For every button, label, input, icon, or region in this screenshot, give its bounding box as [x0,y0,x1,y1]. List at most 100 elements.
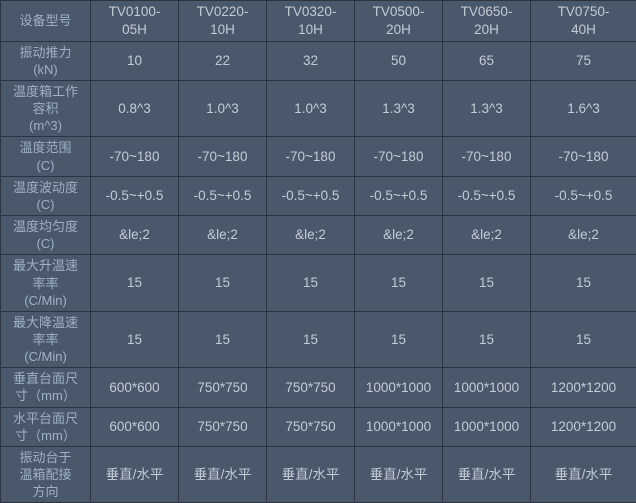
data-cell: -0.5~+0.5 [179,176,267,215]
row-label-line: 率率 [4,331,87,348]
data-cell-line: 垂直/水平 [182,466,263,484]
data-cell-line: 15 [358,274,439,292]
data-cell: -70~180 [267,137,355,176]
data-cell-line: 1.0^3 [270,100,351,118]
row-label-cell: 最大降温速率率(C/Min) [1,311,91,367]
row-label-cell: 温度波动度(C) [1,176,91,215]
data-cell-line: -70~180 [182,148,263,166]
data-cell-line: 10H [182,21,263,39]
data-cell-line: 22 [182,52,263,70]
row-label-cell: 振动推力(kN) [1,41,91,80]
row-label-line: 水平台面尺 [4,410,87,427]
data-cell: -0.5~+0.5 [355,176,443,215]
data-cell: -70~180 [91,137,179,176]
data-cell: 750*750 [179,407,267,446]
data-cell-line: 垂直/水平 [270,466,351,484]
data-cell: 1200*1200 [531,407,636,446]
data-cell: 65 [443,41,531,80]
row-label-cell: 最大升温速率率(C/Min) [1,255,91,311]
row-label-line: 最大降温速 [4,314,87,331]
data-cell-line: &le;2 [182,226,263,244]
data-cell: 10 [91,41,179,80]
data-cell-line: -0.5~+0.5 [270,187,351,205]
row-label-line: 温箱配接 [4,466,87,483]
data-cell: 15 [267,255,355,311]
data-cell: -0.5~+0.5 [91,176,179,215]
data-cell-line: TV0750- [534,3,633,21]
data-cell-line: 750*750 [270,418,351,436]
data-cell: -70~180 [179,137,267,176]
data-cell: TV0100-05H [91,1,179,42]
data-cell: 750*750 [267,368,355,407]
data-cell: TV0220-10H [179,1,267,42]
row-label-cell: 振动台于温箱配接方向 [1,446,91,502]
data-cell-line: 垂直/水平 [534,466,633,484]
row-label-line: (m^3) [4,117,87,134]
data-cell: -0.5~+0.5 [531,176,636,215]
row-label-line: 温度均匀度 [4,218,87,235]
data-cell: 0.8^3 [91,80,179,136]
data-cell: 15 [531,255,636,311]
data-cell: TV0500-20H [355,1,443,42]
data-cell: 1.3^3 [443,80,531,136]
row-label-line: (kN) [4,61,87,78]
data-cell-line: 05H [94,21,175,39]
table-row: 温度波动度(C)-0.5~+0.5-0.5~+0.5-0.5~+0.5-0.5~… [1,176,636,215]
table-row: 温度均匀度(C)&le;2&le;2&le;2&le;2&le;2&le;2 [1,216,636,255]
row-label-line: 设备型号 [4,12,87,29]
data-cell-line: 1200*1200 [534,418,633,436]
data-cell: &le;2 [443,216,531,255]
data-cell: 50 [355,41,443,80]
data-cell-line: 15 [446,331,527,349]
data-cell: 750*750 [179,368,267,407]
data-cell: 600*600 [91,368,179,407]
data-cell: 15 [355,255,443,311]
data-cell-line: 1.0^3 [182,100,263,118]
data-cell-line: -0.5~+0.5 [534,187,633,205]
data-cell-line: 1000*1000 [446,418,527,436]
row-label-line: (C) [4,157,87,174]
row-label-line: 垂直台面尺 [4,370,87,387]
data-cell-line: TV0500- [358,3,439,21]
data-cell: 15 [91,311,179,367]
data-cell: 15 [443,255,531,311]
data-cell-line: -70~180 [358,148,439,166]
row-label-line: 寸（mm） [4,427,87,444]
data-cell: 垂直/水平 [531,446,636,502]
data-cell-line: TV0320- [270,3,351,21]
row-label-line: 容积 [4,100,87,117]
data-cell: 15 [355,311,443,367]
row-label-line: 温度范围 [4,139,87,156]
data-cell: 1000*1000 [355,368,443,407]
row-label-cell: 水平台面尺寸（mm） [1,407,91,446]
row-label-line: 寸（mm） [4,387,87,404]
data-cell-line: 15 [534,331,633,349]
data-cell-line: TV0650- [446,3,527,21]
row-label-cell: 温度箱工作容积(m^3) [1,80,91,136]
data-cell-line: -70~180 [270,148,351,166]
data-cell: &le;2 [91,216,179,255]
row-label-line: 最大升温速 [4,257,87,274]
data-cell-line: 0.8^3 [94,100,175,118]
data-cell: 垂直/水平 [179,446,267,502]
row-label-cell: 温度均匀度(C) [1,216,91,255]
data-cell-line: 1.6^3 [534,100,633,118]
data-cell: &le;2 [531,216,636,255]
data-cell-line: 1.3^3 [358,100,439,118]
data-cell-line: &le;2 [446,226,527,244]
data-cell-line: 垂直/水平 [446,466,527,484]
data-cell: 32 [267,41,355,80]
data-cell: 垂直/水平 [267,446,355,502]
data-cell-line: 15 [270,331,351,349]
data-cell-line: &le;2 [270,226,351,244]
data-cell-line: 垂直/水平 [358,466,439,484]
data-cell-line: 600*600 [94,379,175,397]
table-row: 温度范围(C)-70~180-70~180-70~180-70~180-70~1… [1,137,636,176]
data-cell: 1200*1200 [531,368,636,407]
data-cell: 15 [443,311,531,367]
data-cell: 22 [179,41,267,80]
